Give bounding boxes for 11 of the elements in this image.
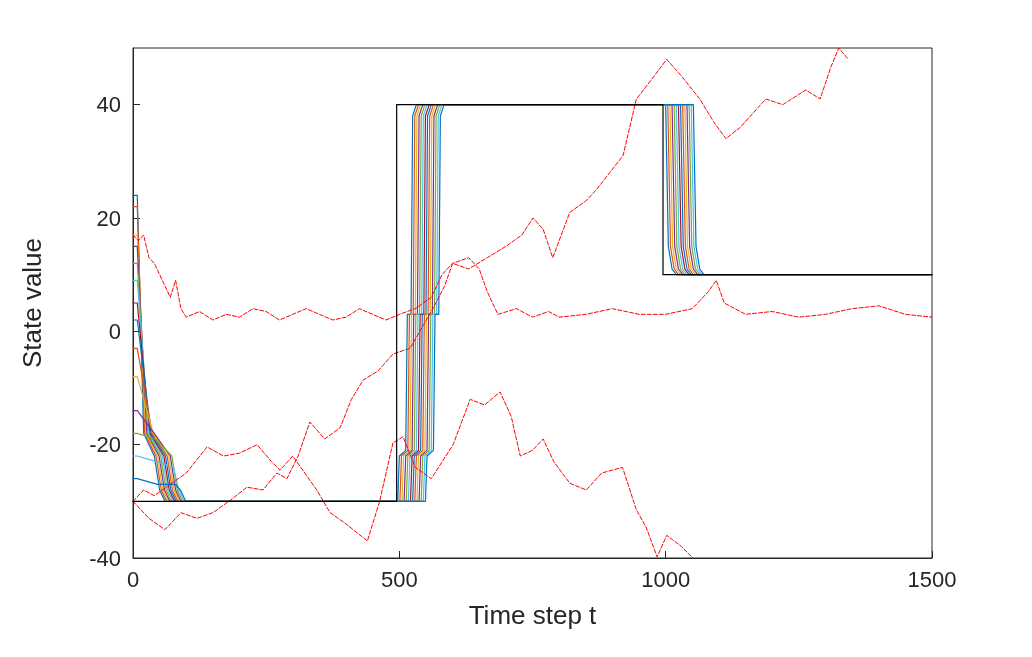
y-tick-label: -40 [89,545,121,571]
y-tick-label: 0 [108,318,121,344]
x-axis-title: Time step t [468,600,598,630]
y-tick-label: 20 [96,205,121,231]
x-tick-label: 0 [126,566,140,592]
y-axis-title: State value [17,237,47,369]
y-tick-label: 40 [96,92,121,118]
x-tick-label: 500 [380,566,418,592]
x-tick-label: 1000 [641,566,691,592]
y-tick-label: -20 [89,432,121,458]
x-tick-label: 1500 [907,566,957,592]
